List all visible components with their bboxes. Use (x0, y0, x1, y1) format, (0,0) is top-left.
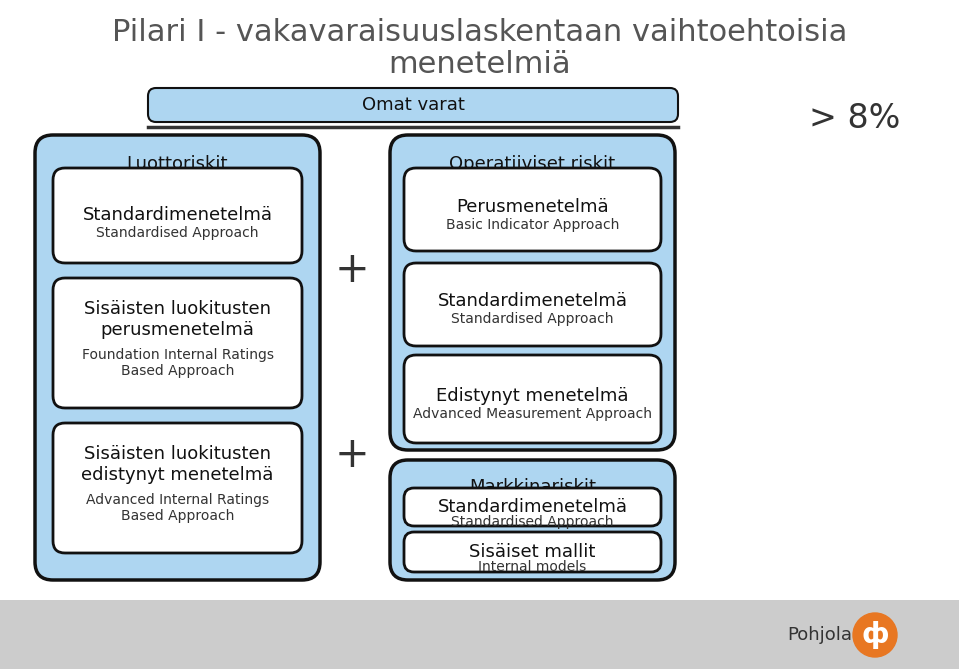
Text: Sisäisten luokitusten
edistynyt menetelmä: Sisäisten luokitusten edistynyt menetelm… (82, 445, 273, 484)
Text: > 8%: > 8% (809, 102, 901, 134)
FancyBboxPatch shape (404, 532, 661, 572)
Text: +: + (335, 434, 369, 476)
Text: Operatiiviset riskit: Operatiiviset riskit (450, 155, 616, 173)
Text: Sisäisten luokitusten
perusmenetelmä: Sisäisten luokitusten perusmenetelmä (84, 300, 271, 339)
Text: +: + (335, 249, 369, 291)
Text: Perusmenetelmä: Perusmenetelmä (456, 197, 609, 215)
Text: Standardimenetelmä: Standardimenetelmä (437, 498, 627, 516)
Text: Basic Indicator Approach: Basic Indicator Approach (446, 217, 620, 231)
Text: Standardised Approach: Standardised Approach (452, 312, 614, 326)
FancyBboxPatch shape (404, 263, 661, 346)
Text: Foundation Internal Ratings
Based Approach: Foundation Internal Ratings Based Approa… (82, 348, 273, 378)
FancyBboxPatch shape (53, 278, 302, 408)
Text: Standardimenetelmä: Standardimenetelmä (437, 292, 627, 310)
Bar (0, 600, 959, 669)
Text: Standardimenetelmä: Standardimenetelmä (82, 205, 272, 223)
Text: Luottoriskit: Luottoriskit (127, 155, 228, 173)
FancyBboxPatch shape (148, 88, 678, 122)
Text: Omat varat: Omat varat (362, 96, 464, 114)
Text: Pohjola: Pohjola (787, 626, 853, 644)
FancyBboxPatch shape (404, 168, 661, 251)
Text: Standardised Approach: Standardised Approach (96, 225, 259, 240)
FancyBboxPatch shape (404, 355, 661, 443)
Text: Sisäiset mallit: Sisäiset mallit (469, 543, 596, 561)
Text: Standardised Approach: Standardised Approach (452, 515, 614, 529)
FancyBboxPatch shape (390, 460, 675, 580)
FancyBboxPatch shape (404, 488, 661, 526)
Text: Advanced Internal Ratings
Based Approach: Advanced Internal Ratings Based Approach (86, 493, 269, 523)
Circle shape (853, 613, 897, 657)
Text: ф: ф (861, 621, 889, 649)
FancyBboxPatch shape (35, 135, 320, 580)
FancyBboxPatch shape (390, 135, 675, 450)
Text: Internal models: Internal models (479, 560, 587, 574)
Text: Markkinariskit: Markkinariskit (469, 478, 596, 496)
Text: menetelmiä: menetelmiä (388, 50, 572, 79)
Text: Advanced Measurement Approach: Advanced Measurement Approach (413, 407, 652, 421)
FancyBboxPatch shape (53, 423, 302, 553)
FancyBboxPatch shape (53, 168, 302, 263)
Text: Edistynyt menetelmä: Edistynyt menetelmä (436, 387, 629, 405)
Text: Pilari I - vakavaraisuuslaskentaan vaihtoehtoisia: Pilari I - vakavaraisuuslaskentaan vaiht… (112, 18, 848, 47)
